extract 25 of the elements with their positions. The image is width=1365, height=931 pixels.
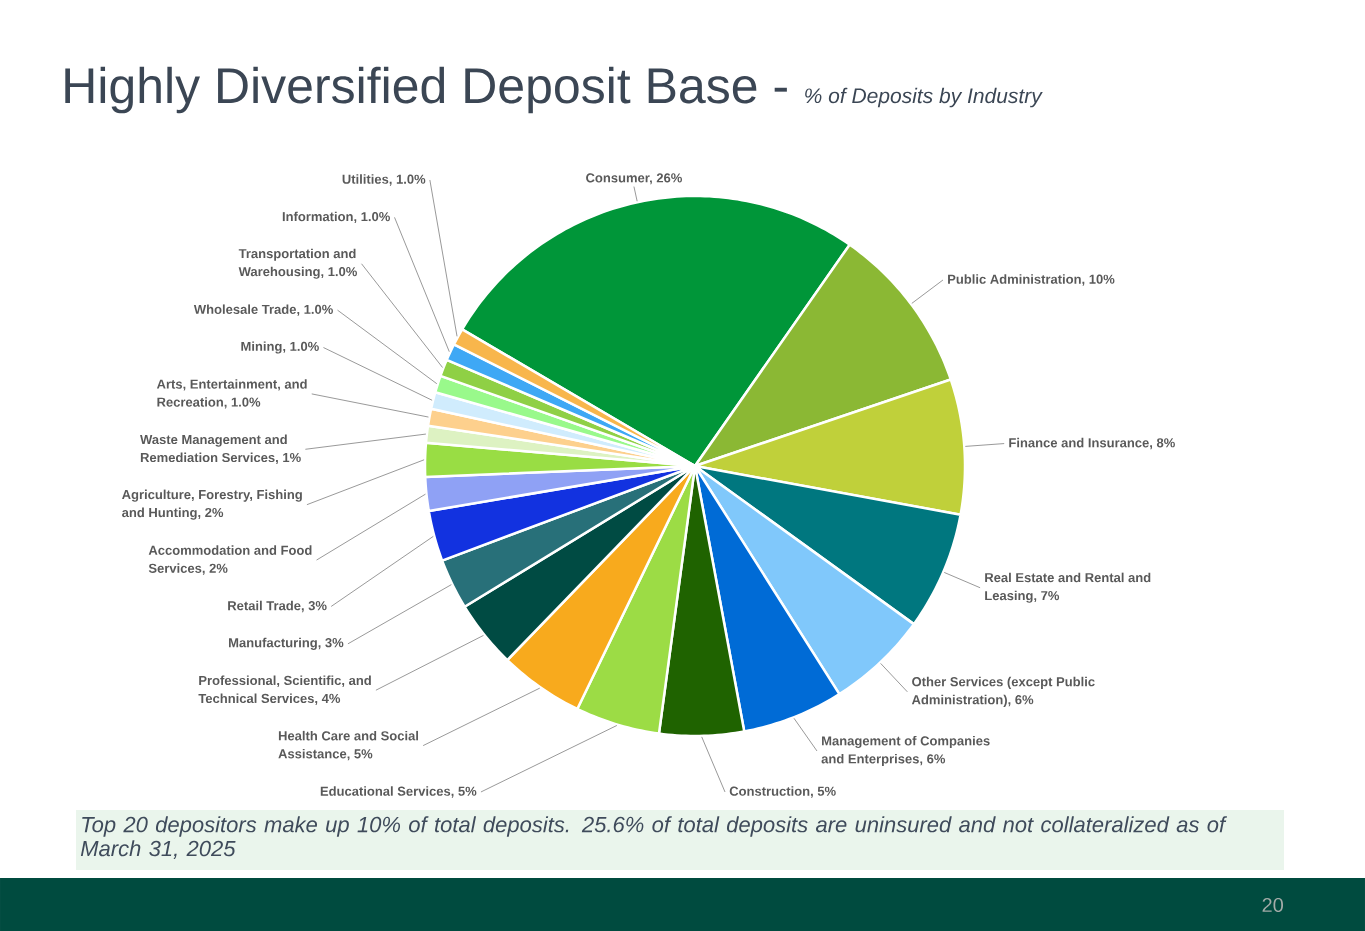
- slice-label: Management of Companies and Enterprises, 6%: [821, 735, 990, 767]
- slice-label: Transportation and Warehousing, 1.0%: [238, 248, 357, 279]
- slice-label: Retail Trade, 3%: [228, 600, 327, 613]
- slice-label: Finance and Insurance, 8%: [1009, 437, 1175, 450]
- slice-label: Manufacturing, 3%: [229, 637, 344, 650]
- slice-label: Information, 1.0%: [282, 211, 390, 224]
- slice-label: Accommodation and Food Services, 2%: [148, 545, 312, 575]
- text: 20: [1262, 897, 1284, 913]
- slice-label: Consumer, 26%: [586, 173, 682, 185]
- slice-label: Health Care and Social Assistance, 5%: [278, 730, 419, 761]
- chart-subtitle: % of Deposits by Industry: [805, 87, 1043, 108]
- slice-label: Other Services (except Public Administration), 6%: [911, 676, 1095, 707]
- slice-label: Public Administration, 10%: [948, 274, 1115, 286]
- slice-label: Waste Management and Remediation Services, 1%: [140, 434, 301, 464]
- slice-label: Real Estate and Rental and Leasing, 7%: [985, 572, 1151, 603]
- slice-label: Utilities, 1.0%: [342, 174, 426, 186]
- slice-label: Agriculture, Forestry, Fishing and Hunting, 2%: [122, 489, 302, 520]
- slice-label: Arts, Entertainment, and Recreation, 1.0%: [156, 379, 307, 409]
- chart-title: Highly Diversified Deposit Base -: [65, 66, 787, 114]
- slice-label: Mining, 1.0%: [241, 341, 319, 354]
- slice-label: Educational Services, 5%: [320, 786, 477, 798]
- slice-label: Wholesale Trade, 1.0%: [193, 304, 333, 316]
- slice-label: Construction, 5%: [729, 786, 836, 798]
- text: Top 20 depositors make up 10% of total deposits. 25.6% of total deposits are uninsured and not collateralized as of March 31, 2025: [80, 816, 1227, 859]
- slice-label: Professional, Scientific, and Technical Services, 4%: [198, 675, 371, 705]
